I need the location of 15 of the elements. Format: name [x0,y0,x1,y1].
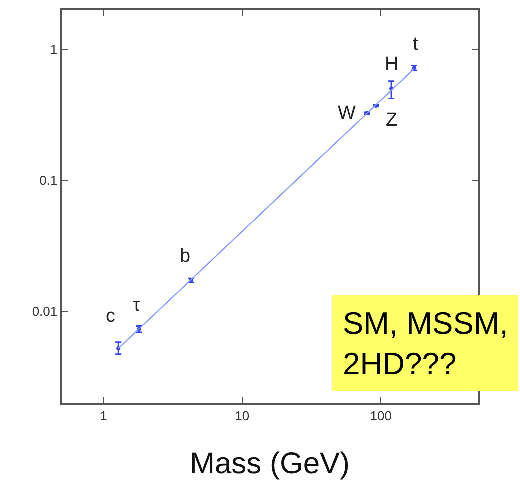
annotation: H [385,54,399,75]
annotation: Z [386,110,398,131]
x-tick-label: 10 [235,408,250,424]
y-tick-label: 0.01 [32,304,58,319]
annotation: W [338,103,356,124]
annotation: τ [133,295,141,316]
x-tick-label: 1 [100,408,108,424]
x-axis-title: Mass (GeV) [190,447,350,480]
y-tick-label: 1 [50,42,58,57]
y-tick-label: 0.1 [40,172,58,188]
annotation: t [413,34,419,55]
annotation: b [180,246,191,267]
x-tick-label: 100 [370,408,392,424]
annotation: SM, MSSM, 2HD??? [343,306,508,382]
annotation: c [106,306,116,327]
